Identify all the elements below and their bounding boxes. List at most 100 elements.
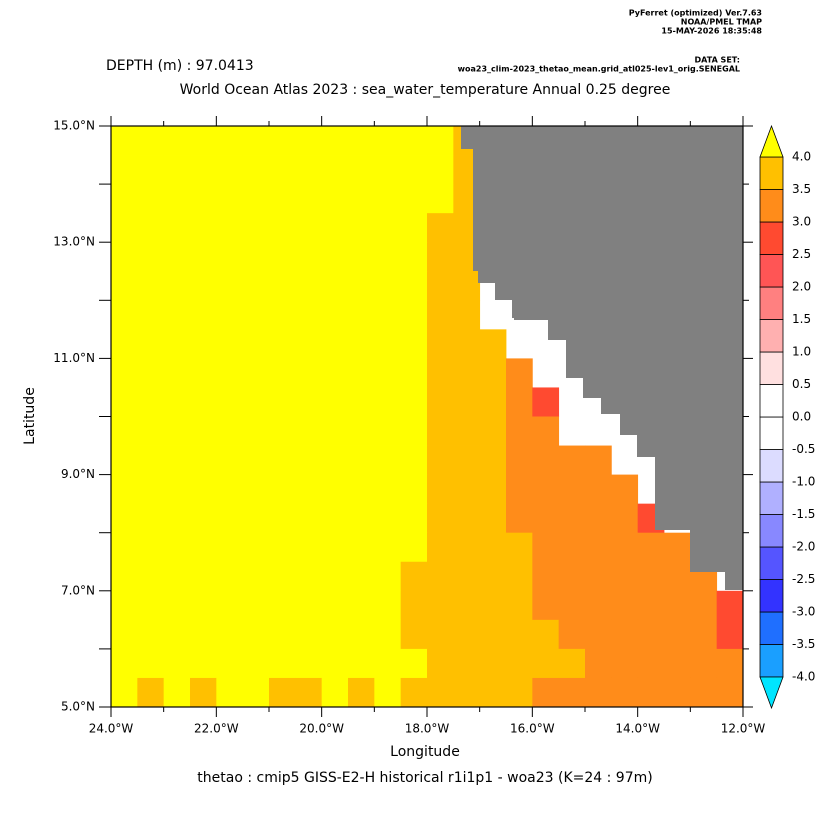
cell (506, 358, 533, 388)
cell (690, 590, 718, 621)
cell (242, 503, 270, 534)
cell (295, 242, 323, 272)
cell (163, 387, 191, 417)
cell (321, 561, 349, 592)
colorbar-label: 4.0 (792, 150, 811, 164)
colorbar-label: -2.5 (792, 572, 815, 586)
cell (163, 677, 191, 708)
cell (321, 387, 349, 417)
cell (532, 474, 560, 505)
cell (242, 416, 270, 446)
cell (137, 271, 165, 301)
y-tick-label: 15.0°N (53, 119, 95, 133)
cell (348, 677, 375, 708)
cell (163, 358, 191, 388)
cell (137, 126, 165, 156)
cell (111, 242, 138, 272)
cell (479, 474, 507, 505)
cell (400, 561, 428, 592)
header-line: 15-MAY-2026 18:35:48 (661, 27, 762, 36)
cell (137, 590, 165, 621)
cell (295, 590, 323, 621)
cell (558, 561, 586, 592)
cell (532, 619, 560, 650)
cell (269, 126, 296, 156)
cell (269, 242, 296, 272)
cell (137, 329, 165, 359)
cell (453, 445, 481, 475)
cell (506, 503, 533, 534)
cell (585, 590, 612, 621)
cell (453, 619, 481, 650)
cell (321, 474, 349, 505)
cell (506, 590, 533, 621)
cell (163, 648, 191, 679)
cell (137, 213, 165, 243)
land-mask (461, 126, 743, 590)
x-tick-label: 22.0°W (194, 722, 239, 736)
cell (295, 184, 323, 214)
cell (216, 329, 244, 359)
colorbar-label: 3.5 (792, 182, 811, 196)
cell (532, 648, 560, 679)
cell (190, 677, 217, 708)
cell (216, 300, 244, 330)
cell (216, 416, 244, 446)
cell (111, 619, 138, 650)
cell (269, 358, 296, 388)
cell (400, 416, 428, 446)
cell (348, 648, 375, 679)
cell (558, 474, 586, 505)
cell (453, 300, 481, 330)
cell (137, 416, 165, 446)
cell (427, 271, 454, 301)
cell (321, 532, 349, 563)
x-tick-label: 20.0°W (299, 722, 344, 736)
cell (427, 126, 454, 156)
colorbar-band (759, 221, 784, 255)
cell (374, 561, 402, 592)
cell (295, 271, 323, 301)
cell (111, 474, 138, 505)
cell (453, 271, 481, 301)
cell (295, 648, 323, 679)
cell (427, 184, 454, 214)
cell (137, 445, 165, 475)
cell (479, 329, 507, 359)
cell (427, 445, 454, 475)
cell (321, 271, 349, 301)
y-tick-label: 5.0°N (61, 700, 95, 714)
cell (374, 242, 402, 272)
cell (558, 648, 586, 679)
cell (111, 213, 138, 243)
cell (400, 532, 428, 563)
cell (690, 677, 718, 708)
cell (295, 358, 323, 388)
cell (400, 300, 428, 330)
cell (190, 416, 217, 446)
cell (585, 474, 612, 505)
cell (532, 445, 560, 475)
cell (348, 358, 375, 388)
cell (137, 619, 165, 650)
colorbar-label: 1.5 (792, 312, 811, 326)
cell (479, 648, 507, 679)
cell (374, 416, 402, 446)
cell (242, 329, 270, 359)
cell (558, 619, 586, 650)
cell (137, 184, 165, 214)
cell (269, 271, 296, 301)
cell (269, 474, 296, 505)
cell (321, 445, 349, 475)
cell (611, 619, 639, 650)
cell (242, 387, 270, 417)
cell (348, 590, 375, 621)
cell (269, 155, 296, 185)
cell (427, 155, 454, 185)
cell (321, 590, 349, 621)
cell (137, 648, 165, 679)
cell (269, 300, 296, 330)
cell (216, 358, 244, 388)
cell (427, 300, 454, 330)
cell (269, 416, 296, 446)
